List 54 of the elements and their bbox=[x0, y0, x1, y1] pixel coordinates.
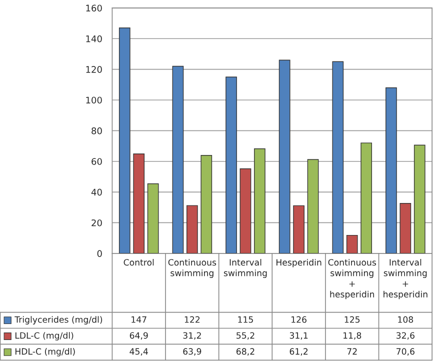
legend-label: Triglycerides (mg/dl) bbox=[14, 316, 102, 324]
data-label: 70,6 bbox=[396, 348, 414, 356]
y-tick-label: 100 bbox=[86, 96, 102, 104]
data-label: 11,8 bbox=[343, 332, 362, 340]
bar bbox=[414, 144, 426, 254]
bar bbox=[254, 148, 266, 254]
bar bbox=[226, 76, 237, 254]
bar bbox=[186, 205, 198, 254]
bar bbox=[360, 142, 372, 254]
bar bbox=[386, 87, 397, 254]
x-tick-label: Control bbox=[124, 258, 154, 266]
x-tick-label: Interval swimming + hesperidin bbox=[384, 258, 428, 300]
data-label: 61,2 bbox=[290, 348, 308, 356]
data-label: 63,9 bbox=[183, 348, 202, 356]
bar bbox=[133, 153, 145, 254]
x-tick-label: Hesperidin bbox=[276, 258, 322, 268]
data-label: 31,1 bbox=[290, 332, 308, 340]
data-label: 126 bbox=[292, 316, 306, 323]
y-tick-label: 140 bbox=[86, 35, 102, 42]
data-label: 72 bbox=[347, 348, 357, 355]
bar bbox=[147, 183, 159, 254]
bar bbox=[332, 61, 344, 254]
data-label: 147 bbox=[132, 316, 146, 323]
data-label: 45,4 bbox=[130, 348, 148, 356]
bar bbox=[400, 203, 412, 254]
data-label: 125 bbox=[344, 316, 360, 323]
legend-label: LDL-C (mg/dl) bbox=[15, 332, 74, 340]
bar bbox=[200, 155, 212, 254]
y-tick-label: 60 bbox=[92, 158, 102, 165]
data-label: 108 bbox=[398, 316, 414, 323]
bar bbox=[293, 205, 304, 254]
y-tick-label: 20 bbox=[92, 219, 102, 226]
bar bbox=[118, 28, 130, 254]
x-tick-label: Interval swimming bbox=[224, 258, 267, 278]
y-tick-label: 160 bbox=[86, 4, 102, 12]
x-tick-label: Continuous swimming bbox=[168, 258, 216, 278]
data-label: 64,9 bbox=[130, 332, 148, 340]
bar bbox=[278, 60, 290, 254]
data-label: 68,2 bbox=[236, 348, 254, 356]
y-tick-label: 0 bbox=[97, 250, 102, 257]
y-tick-label: 80 bbox=[92, 127, 102, 134]
data-label: 55,2 bbox=[236, 332, 254, 340]
data-label: 31,2 bbox=[183, 332, 201, 340]
y-tick-label: 120 bbox=[86, 66, 102, 73]
data-label: 32,6 bbox=[396, 332, 414, 340]
x-tick-label: Continuous swimming + hesperidin bbox=[328, 258, 376, 300]
data-label: 122 bbox=[184, 316, 200, 323]
y-tick-label: 40 bbox=[91, 188, 102, 196]
data-label: 115 bbox=[238, 316, 253, 323]
bar bbox=[346, 234, 358, 254]
bar bbox=[307, 159, 319, 254]
legend-label: HDL-C (mg/dl) bbox=[15, 348, 75, 356]
bar bbox=[172, 66, 184, 254]
bar bbox=[240, 168, 252, 254]
